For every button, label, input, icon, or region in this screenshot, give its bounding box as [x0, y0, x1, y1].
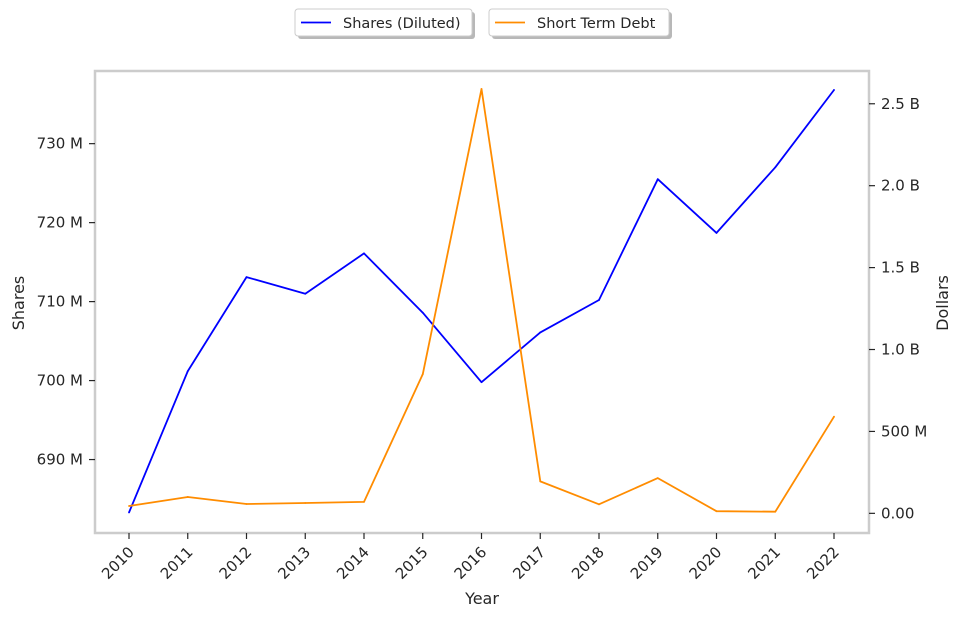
legend-item-shares[interactable]: Shares (Diluted) [294, 8, 475, 39]
x-tick-label: 2011 [157, 543, 197, 583]
data-point-shares-diluted [363, 252, 365, 255]
left-tick-label: 720 M [37, 214, 83, 232]
x-tick-label: 2015 [392, 543, 432, 583]
data-point-shares-diluted [598, 299, 600, 301]
left-tick-label: 710 M [37, 293, 83, 311]
right-tick-label: 1.5 B [881, 259, 920, 277]
x-tick-label: 2012 [216, 543, 256, 583]
right-tick-label: 500 M [881, 422, 927, 440]
legend-box-shares [294, 8, 473, 37]
x-tick-label: 2019 [627, 543, 667, 583]
data-point-short-term-debt [656, 477, 659, 480]
x-tick-label: 2021 [744, 543, 784, 583]
series-lines [128, 88, 835, 514]
data-point-short-term-debt [715, 510, 718, 513]
plot-area-frame [93, 69, 871, 535]
x-tick-label: 2014 [333, 543, 373, 583]
legend-item-short-term-debt[interactable]: Short Term Debt [488, 8, 672, 39]
x-tick-label: 2018 [568, 543, 608, 583]
data-point-shares-diluted [539, 331, 542, 334]
data-point-short-term-debt [833, 415, 835, 418]
x-tick-label: 2022 [803, 543, 843, 583]
data-point-shares-diluted [245, 276, 248, 279]
data-point-short-term-debt [245, 503, 248, 505]
data-point-shares-diluted [421, 311, 424, 314]
data-point-short-term-debt [539, 480, 542, 483]
x-tick-label: 2010 [98, 543, 138, 583]
legend: Shares (Diluted) Short Term Debt [294, 8, 672, 39]
data-point-short-term-debt [128, 505, 130, 507]
data-point-shares-diluted [186, 370, 189, 373]
data-point-short-term-debt [304, 502, 307, 504]
right-tick-label: 0.00 [881, 504, 914, 522]
left-tick-label: 730 M [37, 135, 83, 153]
data-point-short-term-debt [480, 88, 483, 90]
x-tick-label: 2013 [274, 543, 314, 583]
data-point-short-term-debt [186, 496, 189, 498]
series-line-short-term-debt [128, 88, 835, 513]
data-point-shares-diluted [833, 89, 835, 91]
x-tick-label: 2016 [451, 543, 491, 583]
legend-label-shares: Shares (Diluted) [343, 16, 461, 32]
right-axis-label: Dollars [933, 275, 952, 331]
x-axis: 2010 2011 2012 2013 2014 2015 2016 2017 2018 2019… [98, 533, 843, 583]
x-tick-label: 2020 [686, 543, 726, 583]
left-tick-label: 690 M [37, 451, 83, 469]
series-line-shares-diluted [128, 89, 835, 513]
data-point-shares-diluted [304, 292, 307, 295]
left-axis-label: Shares [9, 276, 28, 331]
data-point-short-term-debt [363, 500, 365, 503]
data-point-short-term-debt [598, 503, 600, 506]
left-tick-label: 700 M [37, 372, 83, 390]
right-axis: 0.00 500 M 1.0 B 1.5 B 2.0 B 2.5 B [869, 95, 927, 522]
right-tick-label: 2.5 B [881, 95, 920, 113]
left-axis: 690 M 700 M 710 M 720 M 730 M [37, 135, 95, 469]
right-tick-label: 1.0 B [881, 341, 920, 359]
data-point-shares-diluted [480, 381, 483, 384]
x-tick-label: 2017 [509, 543, 549, 583]
data-point-shares-diluted [656, 178, 659, 181]
legend-label-short-term-debt: Short Term Debt [537, 16, 656, 32]
data-point-shares-diluted [128, 511, 130, 514]
x-axis-label: Year [464, 589, 499, 608]
data-point-shares-diluted [715, 231, 718, 234]
data-point-short-term-debt [421, 373, 424, 375]
data-point-shares-diluted [774, 166, 777, 169]
right-tick-label: 2.0 B [881, 177, 920, 195]
data-point-short-term-debt [774, 510, 777, 513]
legend-box-short-term-debt [488, 8, 670, 37]
